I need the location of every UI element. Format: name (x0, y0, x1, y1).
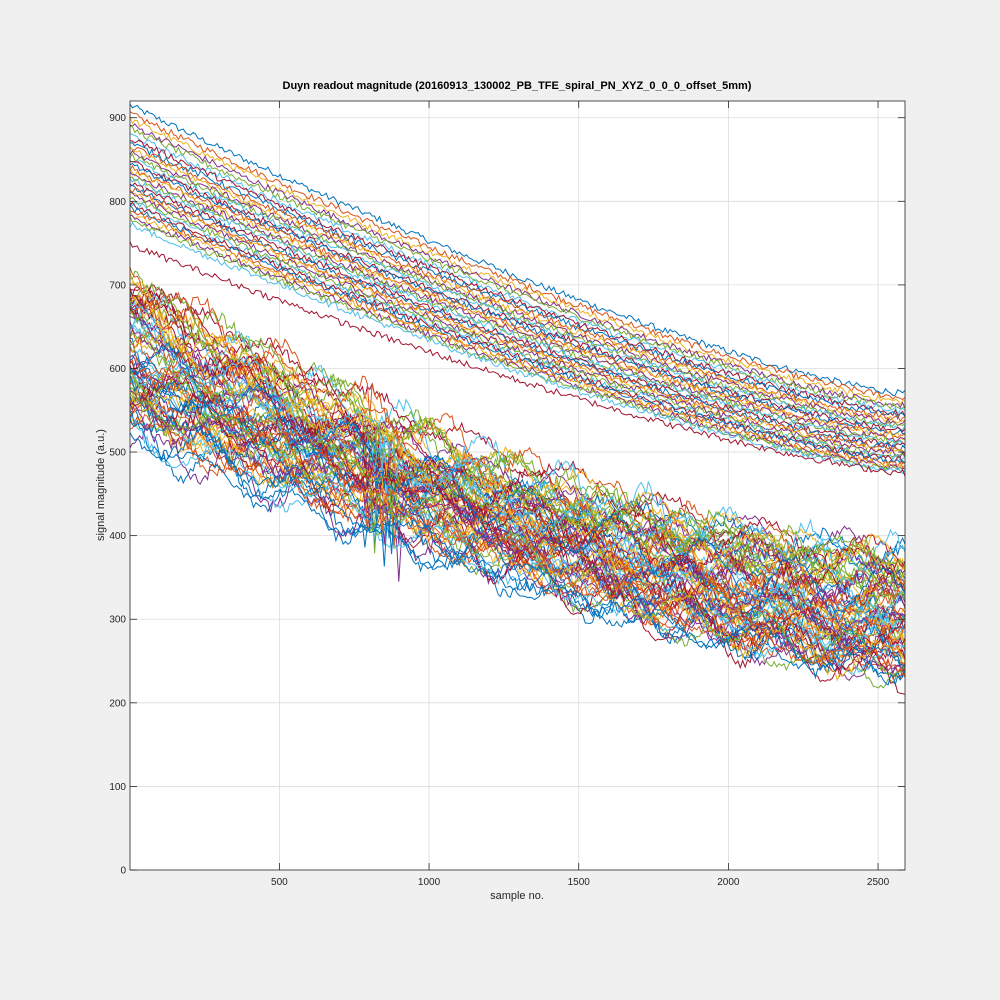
series-line (129, 132, 906, 415)
y-tick-label: 500 (109, 448, 126, 459)
series-line (129, 182, 906, 449)
y-tick-label: 200 (109, 698, 126, 709)
series-line (129, 343, 906, 614)
chart-title: Duyn readout magnitude (20160913_130002_… (283, 80, 752, 92)
series-line (129, 167, 906, 440)
series-line (129, 358, 906, 678)
series-line (129, 146, 906, 424)
y-tick-label: 300 (109, 615, 126, 626)
series-line (129, 320, 906, 627)
x-tick-label: 2500 (867, 877, 890, 888)
series-line (129, 188, 906, 455)
series-line (129, 267, 906, 601)
series-line (129, 364, 906, 607)
series-layer (129, 103, 906, 696)
series-line (129, 354, 906, 607)
series-line (129, 241, 906, 477)
x-axis-label: sample no. (490, 890, 544, 902)
series-line (129, 210, 906, 469)
series-line (129, 331, 906, 681)
x-tick-label: 500 (271, 877, 288, 888)
series-line (129, 196, 906, 459)
plot-frame (129, 100, 906, 871)
series-line (129, 372, 906, 689)
y-tick-label: 0 (120, 866, 126, 877)
series-line (129, 103, 906, 397)
y-tick-label: 800 (109, 197, 126, 208)
series-line (129, 347, 906, 672)
series-line (129, 415, 906, 662)
y-tick-label: 400 (109, 531, 126, 542)
series-line (129, 111, 906, 401)
series-line (129, 210, 906, 469)
series-line (129, 416, 906, 657)
series-line (129, 302, 906, 621)
x-tick-label: 1000 (418, 877, 441, 888)
x-tick-label: 1500 (568, 877, 591, 888)
series-line (129, 125, 906, 410)
y-tick-label: 700 (109, 280, 126, 291)
series-line (129, 301, 906, 592)
series-line (129, 432, 906, 678)
y-axis-label: signal magnitude (a.u.) (95, 429, 107, 541)
series-line (129, 164, 906, 439)
ticks: 500 1000 1500 2000 2500 0 100 200 300 400 500 600 70… (109, 101, 905, 888)
series-line (129, 191, 906, 458)
series-line (129, 161, 906, 433)
y-tick-label: 600 (109, 364, 126, 375)
series-line (130, 295, 906, 648)
series-line (129, 421, 906, 635)
series-line (129, 417, 906, 670)
series-line (129, 287, 906, 566)
series-line (129, 146, 906, 422)
series-line (129, 176, 906, 445)
y-tick-label: 100 (109, 782, 126, 793)
series-line (129, 142, 906, 420)
series-line (129, 214, 906, 471)
series-line (129, 190, 906, 457)
series-line (129, 369, 906, 677)
series-line (129, 221, 906, 475)
x-tick-label: 2000 (717, 877, 740, 888)
series-line (129, 123, 906, 409)
y-tick-label: 900 (109, 113, 126, 124)
